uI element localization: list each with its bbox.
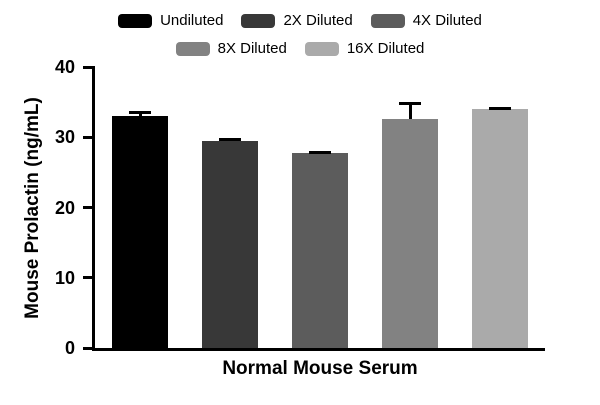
legend-swatch <box>175 42 210 56</box>
bar-group-16x-diluted <box>472 67 528 348</box>
legend-row: Undiluted 2X Diluted 4X Diluted <box>118 12 482 30</box>
bar-16x-diluted <box>472 109 528 348</box>
y-tick-mark <box>83 346 92 350</box>
error-bar-cap <box>489 107 511 111</box>
plot-area: 0 10 20 30 40 <box>55 58 545 357</box>
legend-swatch <box>370 14 405 28</box>
error-bar <box>408 102 412 125</box>
legend-label: 8X Diluted <box>217 40 287 57</box>
bar-group-undiluted <box>112 67 168 348</box>
legend-label: 16X Diluted <box>346 40 425 57</box>
error-bar-cap <box>399 102 421 106</box>
legend-item-2x-diluted: 2X Diluted <box>241 12 353 30</box>
x-axis-title: Normal Mouse Serum <box>222 358 418 379</box>
legend-item-8x-diluted: 8X Diluted <box>175 40 287 58</box>
bar-8x-diluted <box>382 119 438 348</box>
y-tick-mark <box>83 135 92 139</box>
legend-swatch <box>304 42 339 56</box>
y-tick-mark <box>83 65 92 69</box>
y-tick-label: 40 <box>54 57 75 77</box>
y-tick-mark <box>83 276 92 280</box>
bar-group-8x-diluted <box>382 67 438 348</box>
bar-undiluted <box>112 116 168 348</box>
y-tick-label: 20 <box>54 197 75 218</box>
legend-swatch <box>118 14 153 28</box>
x-axis-line <box>92 348 545 351</box>
legend-swatch <box>241 14 276 28</box>
y-axis-line <box>92 66 95 351</box>
error-bar-cap <box>129 111 151 115</box>
y-tick-label: 0 <box>64 338 75 358</box>
legend-item-4x-diluted: 4X Diluted <box>370 12 482 30</box>
legend-label: 4X Diluted <box>412 12 482 29</box>
bar-2x-diluted <box>202 141 258 348</box>
bars-container <box>95 67 545 348</box>
y-tick-label: 10 <box>54 267 75 288</box>
bar-4x-diluted <box>292 152 348 348</box>
error-bar-cap <box>219 137 241 141</box>
error-bar-cap <box>309 151 331 155</box>
y-tick-mark <box>83 206 92 209</box>
legend-item-undiluted: Undiluted <box>118 12 223 30</box>
bar-group-2x-diluted <box>202 67 258 348</box>
bar-group-4x-diluted <box>292 67 348 348</box>
legend-label: 2X Diluted <box>283 12 353 29</box>
legend-row: 8X Diluted 16X Diluted <box>175 40 425 58</box>
legend-item-16x-diluted: 16X Diluted <box>304 40 425 58</box>
legend-label: Undiluted <box>160 12 224 29</box>
chart-legend: Undiluted 2X Diluted 4X Diluted 8X Diluted 1… <box>0 12 600 58</box>
y-tick-label: 30 <box>54 127 75 148</box>
